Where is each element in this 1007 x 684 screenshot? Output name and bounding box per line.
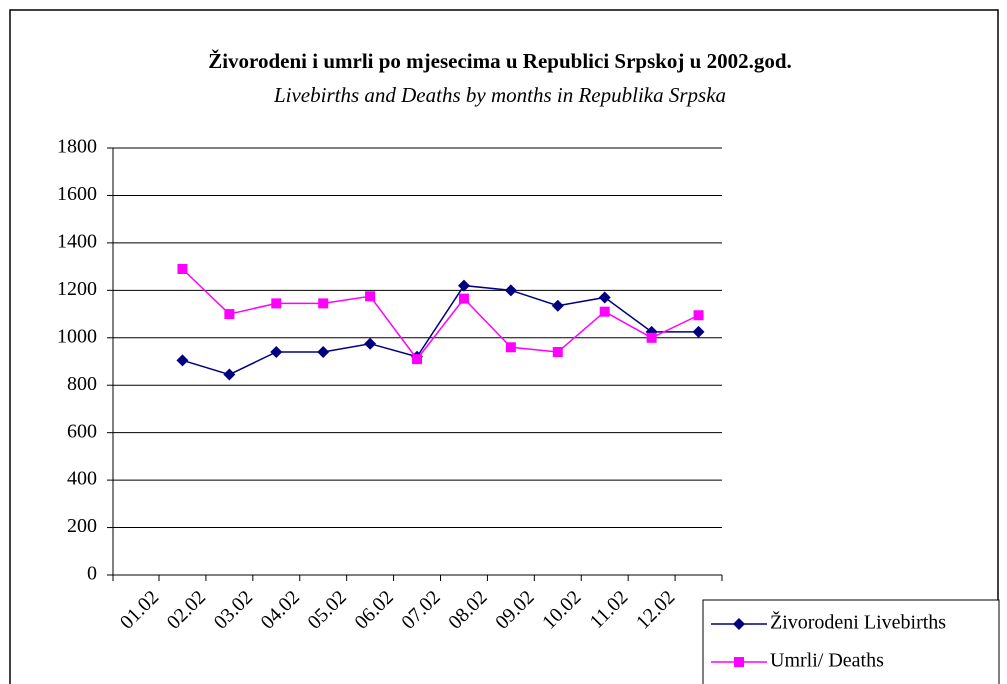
y-tick-label: 1600 [57,183,97,205]
data-point [457,279,470,292]
legend [702,599,1000,684]
chart-title: Živorodeni i umrli po mjesecima u Republ… [208,49,792,73]
y-tick-label: 1800 [57,136,97,158]
y-tick-label: 0 [87,563,97,585]
series-line [181,268,699,361]
y-tick-label: 1000 [57,325,97,347]
data-point [318,298,329,309]
chart-frame [9,9,999,684]
y-tick-label: 800 [67,373,97,395]
data-point [552,347,563,358]
data-point [692,325,705,338]
y-tick-label: 1400 [57,230,97,252]
legend-label: Živorodeni Livebirths [770,611,946,634]
data-point [458,293,469,304]
data-point [364,337,377,350]
y-tick-label: 400 [67,468,97,490]
data-point [646,332,657,343]
data-point [505,342,516,353]
y-tick-label: 200 [67,515,97,537]
legend-marker [733,618,745,630]
data-point [551,299,564,312]
y-tick-label: 1200 [57,278,97,300]
data-point [271,298,282,309]
data-point [223,368,236,381]
series-line [182,284,699,376]
data-point [176,354,189,367]
data-point [224,309,235,320]
data-point [177,263,188,274]
data-point [270,346,283,359]
data-point [599,306,610,317]
data-point [504,284,517,297]
legend-label: Umrli/ Deaths [770,650,884,672]
legend-marker [734,657,744,667]
data-point [693,310,704,321]
chart-subtitle: Livebirths and Deaths by months in Repub… [273,83,726,107]
y-tick-label: 600 [67,420,97,442]
data-point [365,291,376,302]
data-point [317,346,330,359]
data-point [412,354,423,365]
data-point [598,291,611,304]
